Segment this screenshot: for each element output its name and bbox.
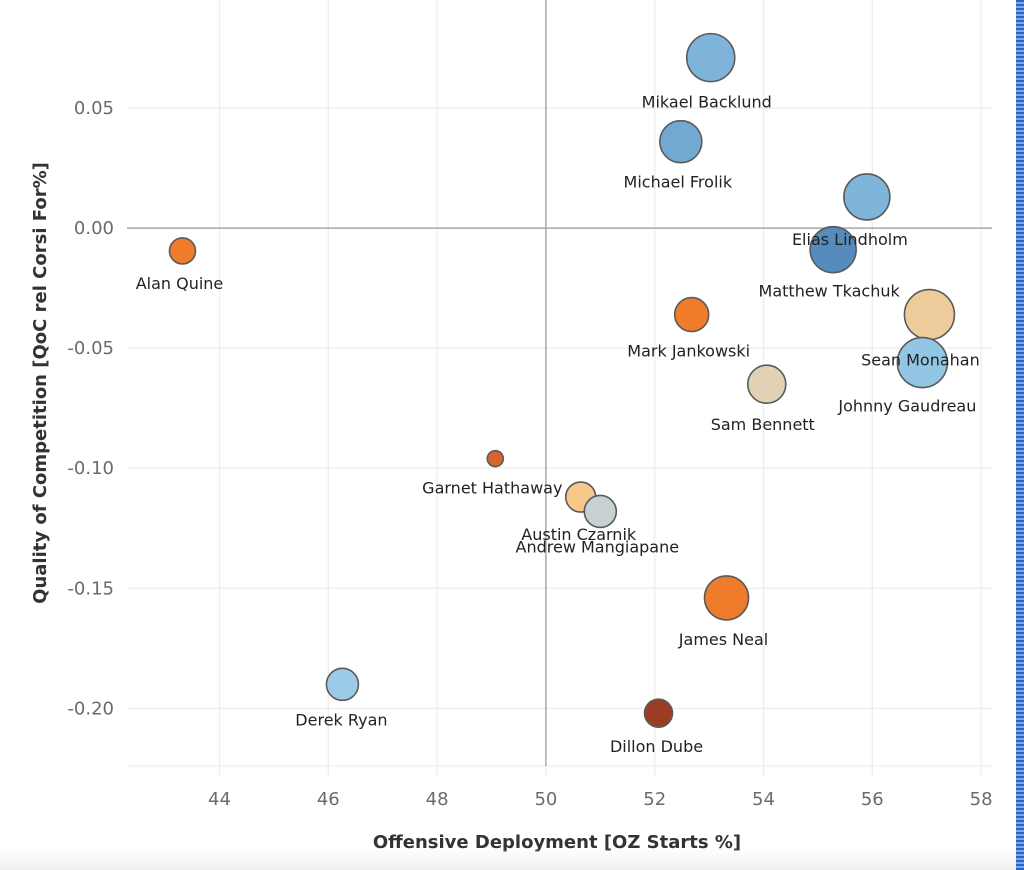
bubble-label: Austin Czarnik xyxy=(521,525,637,544)
bubble-label: Sean Monahan xyxy=(861,351,980,370)
y-axis-title: Quality of Competition [QoC rel Corsi Fo… xyxy=(30,162,51,604)
y-tick-label: -0.20 xyxy=(67,698,114,719)
x-axis-title: Offensive Deployment [OZ Starts %] xyxy=(373,832,741,853)
y-tick-label: 0.00 xyxy=(74,218,114,239)
x-tick-label: 48 xyxy=(426,789,449,810)
bubble-michael-frolik[interactable] xyxy=(659,119,703,164)
y-tick-label: -0.10 xyxy=(67,458,114,479)
x-tick-label: 44 xyxy=(208,789,231,810)
bubble-mikael-backlund[interactable] xyxy=(685,32,736,83)
x-tick-label: 58 xyxy=(970,789,993,810)
y-tick-label: -0.15 xyxy=(67,578,114,599)
x-tick-label: 54 xyxy=(752,789,775,810)
x-tick-label: 50 xyxy=(534,789,557,810)
bubble-andrew-mangiapane[interactable] xyxy=(583,494,618,529)
bubble-label: Matthew Tkachuk xyxy=(759,282,901,301)
bubble-label: Mikael Backlund xyxy=(642,93,772,112)
x-tick-label: 46 xyxy=(317,789,340,810)
x-tick-label: 52 xyxy=(643,789,666,810)
bubble-matthew-tkachuk[interactable] xyxy=(809,225,857,274)
y-axis-ticks: 0.05 0.00 -0.05 -0.10 -0.15 -0.20 xyxy=(67,98,114,719)
bubble-label: Derek Ryan xyxy=(295,710,387,729)
x-axis-ticks: 44 46 48 50 52 54 56 58 xyxy=(208,789,993,810)
bubble-label: James Neal xyxy=(678,630,768,649)
bubble-label: Alan Quine xyxy=(136,274,224,293)
bubble-james-neal[interactable] xyxy=(703,575,750,621)
bubble-label: Sam Bennett xyxy=(711,415,815,434)
window-edge xyxy=(1016,0,1024,870)
bubble-dillon-dube[interactable] xyxy=(643,698,674,728)
bubble-johnny-gaudreau[interactable] xyxy=(896,336,949,389)
bubble-label: Mark Jankowski xyxy=(627,342,750,361)
bubble-label: Elias Lindholm xyxy=(792,230,908,249)
bubble-derek-ryan[interactable] xyxy=(325,667,360,702)
bubble-sean-monahan[interactable] xyxy=(903,288,956,341)
bubble-sam-bennett[interactable] xyxy=(746,364,787,405)
grid-lines xyxy=(127,0,992,776)
y-tick-label: 0.05 xyxy=(74,98,114,119)
bottom-shadow xyxy=(0,848,1016,870)
bubble-label: Dillon Dube xyxy=(610,737,703,756)
bubble-garnet-hathaway[interactable] xyxy=(486,449,505,468)
bubble-alan-quine[interactable] xyxy=(168,237,197,265)
bubble-label: Michael Frolik xyxy=(624,173,733,192)
bubbles xyxy=(168,32,956,728)
x-tick-label: 56 xyxy=(861,789,884,810)
bubble-label: Garnet Hathaway xyxy=(422,479,562,498)
bubble-label: Johnny Gaudreau xyxy=(837,397,976,416)
bubble-labels: Mikael Backlund Michael Frolik Elias Lindh… xyxy=(136,93,980,757)
y-tick-label: -0.05 xyxy=(67,338,114,359)
bubble-elias-lindholm[interactable] xyxy=(843,173,891,221)
bubble-label: Andrew Mangiapane xyxy=(516,537,680,556)
reference-lines xyxy=(127,0,992,766)
bubble-mark-jankowski[interactable] xyxy=(673,296,710,333)
